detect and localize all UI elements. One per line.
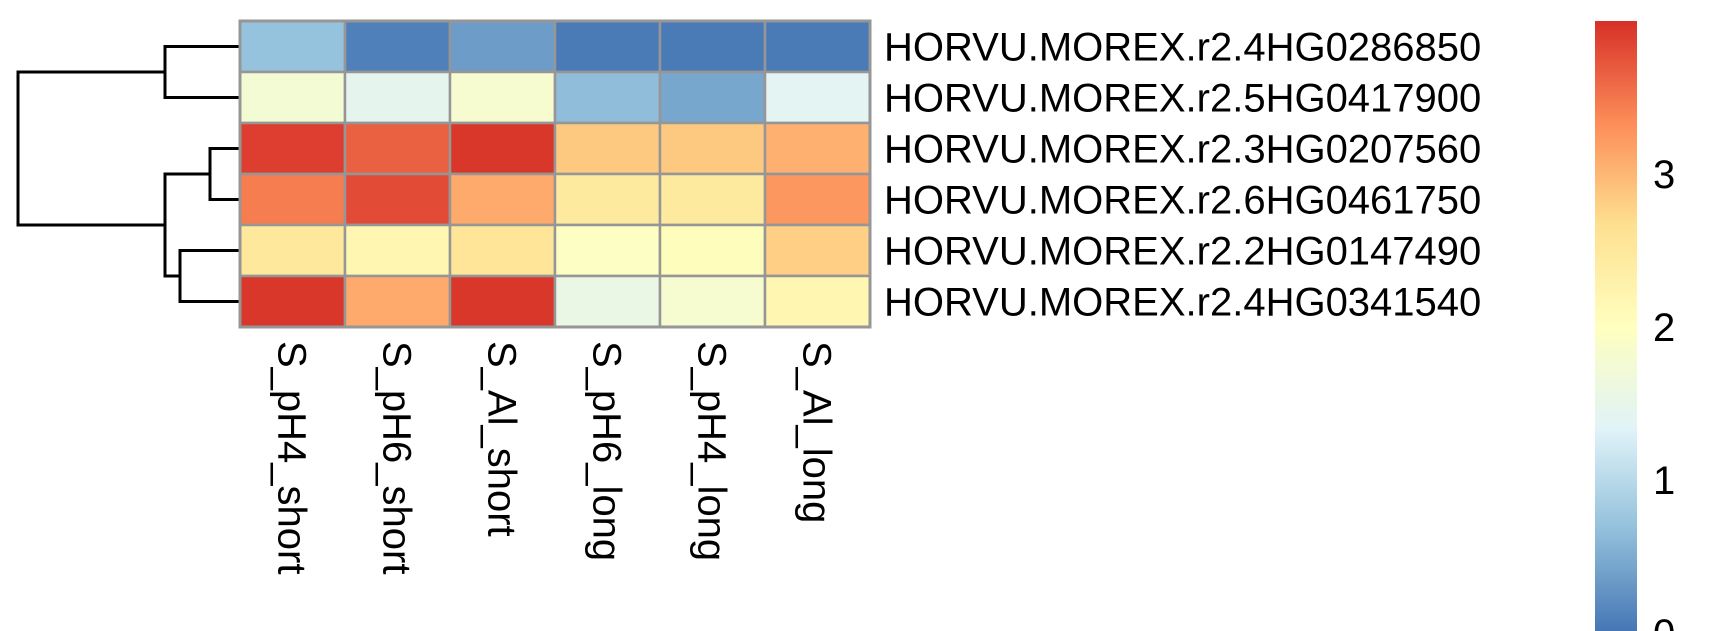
color-legend: 0 1 2 3 [1595,21,1675,631]
column-label: S_pH4_short [270,341,314,574]
heatmap-cell [763,121,872,176]
heatmap-cell [448,223,557,278]
heatmap-cell [763,223,872,278]
row-labels: HORVU.MOREX.r2.4HG0286850 HORVU.MOREX.r2.… [884,26,1481,325]
heatmap-border [238,19,872,329]
heatmap-cell [658,70,767,125]
heatmap-cell [658,19,767,74]
dendrogram-branch [163,172,210,278]
heatmap-cell [238,70,347,125]
heatmap-cell [553,19,662,74]
row-label: HORVU.MOREX.r2.5HG0417900 [884,77,1481,121]
heatmap-cell [553,172,662,227]
heatmap-cell [343,172,452,227]
column-label: S_Al_short [480,341,524,537]
heatmap-cell [553,121,662,176]
heatmap-cell [658,274,767,329]
heatmap-cell [343,19,452,74]
column-label: S_pH6_short [375,341,419,574]
heatmap-cell [763,70,872,125]
column-label: S_pH6_long [585,341,629,561]
heatmap-cell [238,274,347,329]
heatmap-cells [238,19,872,329]
row-label: HORVU.MOREX.r2.4HG0286850 [884,26,1481,70]
heatmap-cell [553,223,662,278]
dendrogram-branch [178,249,240,303]
row-label: HORVU.MOREX.r2.3HG0207560 [884,128,1481,172]
row-label: HORVU.MOREX.r2.6HG0461750 [884,179,1481,223]
heatmap-cell [658,121,767,176]
heatmap-cell [553,70,662,125]
heatmap-cell [763,172,872,227]
heatmap-cell [448,172,557,227]
heatmap-cell [343,121,452,176]
heatmap-cell [448,274,557,329]
row-label: HORVU.MOREX.r2.2HG0147490 [884,230,1481,274]
heatmap-cell [343,223,452,278]
legend-colorbar [1595,21,1637,631]
dendrogram-branch [208,147,240,201]
dendrogram-branch [163,45,240,99]
heatmap-cell [448,121,557,176]
heatmap-cell [448,70,557,125]
heatmap-cell [238,121,347,176]
column-labels: S_pH4_short S_pH6_short S_Al_short S_pH6_lo… [270,341,839,574]
row-dendrogram [16,45,240,303]
legend-tick-label: 3 [1653,153,1675,197]
heatmap-cell [658,223,767,278]
heatmap-cell [763,19,872,74]
column-label: S_pH4_long [690,341,734,561]
heatmap-cell [238,223,347,278]
heatmap-cell [238,172,347,227]
heatmap-cell [763,274,872,329]
heatmap-cell [553,274,662,329]
heatmap-cell [658,172,767,227]
row-label: HORVU.MOREX.r2.4HG0341540 [884,281,1481,325]
column-label: S_Al_long [795,341,839,523]
dendrogram-branch [16,70,165,227]
heatmap-cell [448,19,557,74]
legend-tick-label: 2 [1653,306,1675,350]
legend-tick-label: 0 [1653,612,1675,631]
legend-tick-label: 1 [1653,459,1675,503]
heatmap-cell [238,19,347,74]
heatmap-cell [343,274,452,329]
heatmap-cell [343,70,452,125]
